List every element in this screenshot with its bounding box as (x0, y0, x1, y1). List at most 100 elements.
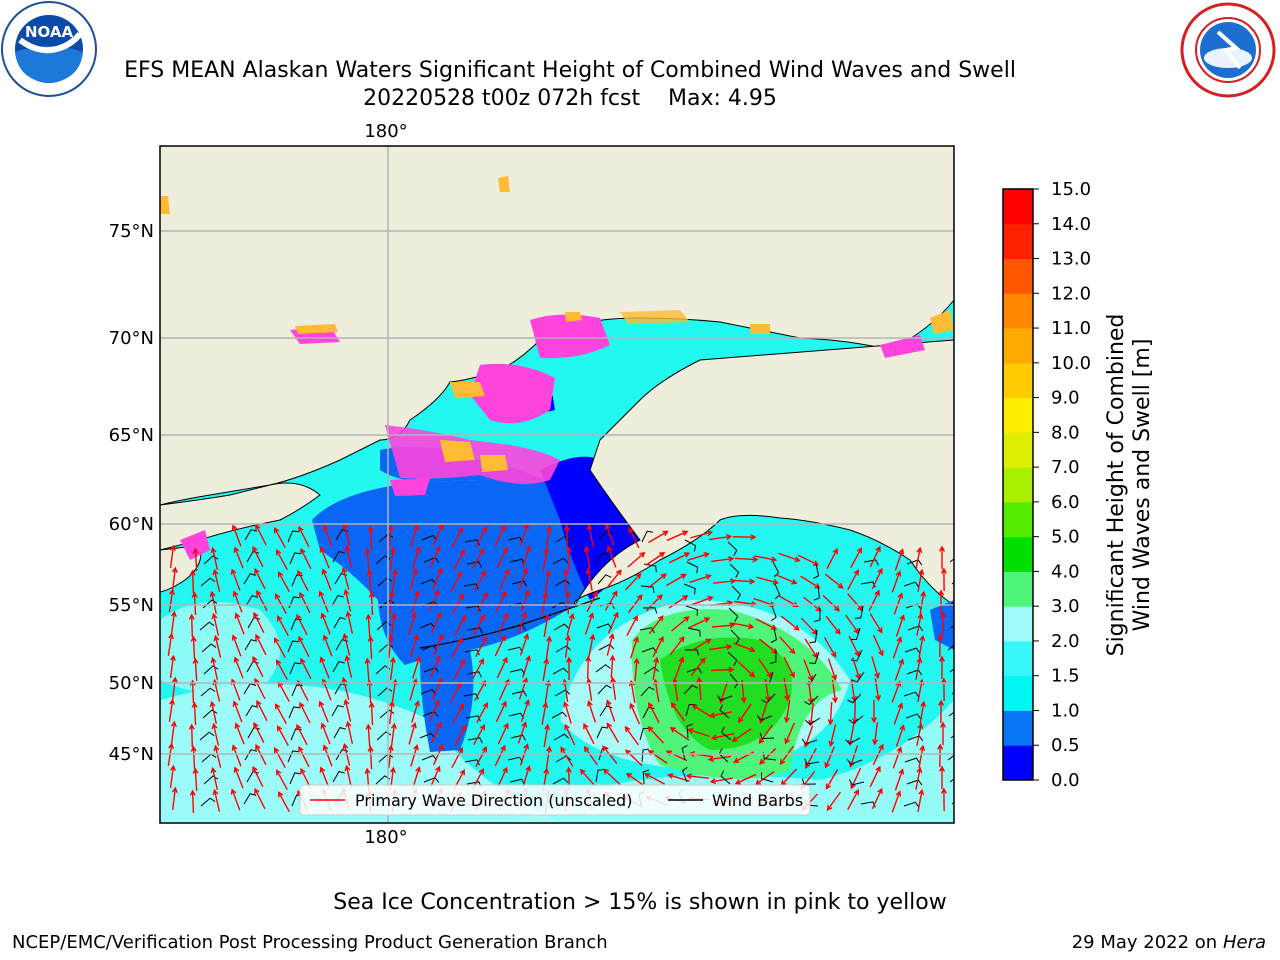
wave-direction-arrow (895, 614, 906, 637)
wave-direction-arrow (412, 656, 421, 679)
colorbar-segment (1003, 606, 1033, 642)
wave-direction-arrow (170, 610, 177, 634)
colorbar-segment (1003, 745, 1033, 781)
wind-barb (464, 649, 480, 656)
wave-direction-arrow (231, 634, 242, 657)
wind-barb (464, 759, 480, 766)
wave-direction-arrow (388, 700, 395, 725)
wind-barb (245, 705, 259, 717)
wave-direction-arrow (191, 701, 198, 726)
wave-direction-arrow (588, 633, 596, 657)
wave-direction-arrow (472, 658, 484, 680)
wave-direction-arrow (775, 574, 798, 585)
wind-barb (640, 585, 655, 593)
wave-direction-arrow (366, 679, 373, 704)
wave-direction-arrow (320, 612, 331, 635)
lat-label: 75°N (109, 221, 154, 242)
wave-direction-arrow (190, 745, 197, 770)
wave-direction-arrow (211, 612, 220, 636)
wind-barb (641, 530, 654, 543)
colorbar-ticks: 0.0 0.5 1.0 1.5 2.0 3.0 4.0 5.0 6.0 7.0 8.0 9.0 10.0… (1033, 179, 1091, 791)
wave-direction-arrow (602, 745, 618, 765)
wind-barb (245, 595, 259, 607)
wave-direction-arrow (891, 570, 902, 593)
wind-barb (686, 561, 699, 574)
wave-direction-arrow (629, 636, 639, 659)
legend-wind-barbs: Wind Barbs (712, 791, 803, 810)
wave-direction-arrow (583, 722, 595, 745)
wave-direction-arrow (190, 635, 197, 660)
wind-barb (419, 622, 436, 629)
wave-direction-arrow (691, 638, 712, 652)
wave-direction-arrow (826, 791, 842, 812)
wave-direction-arrow (232, 590, 243, 613)
wave-direction-arrow (210, 766, 219, 790)
wind-barb (244, 749, 258, 761)
colorbar-tick-label: 11.0 (1051, 318, 1091, 339)
colorbar-tick-label: 9.0 (1051, 388, 1080, 409)
wave-direction-arrow (669, 727, 690, 741)
wind-barb (716, 694, 733, 701)
wave-direction-arrow (690, 657, 706, 677)
colorbar-tick-label: 4.0 (1051, 561, 1080, 582)
wave-direction-arrow (255, 743, 267, 766)
credit-right: 29 May 2022 on Hera (1072, 932, 1266, 953)
wind-barb (199, 731, 215, 741)
colorbar-segment (1003, 293, 1033, 329)
wind-barb (597, 574, 612, 585)
wave-direction-arrow (191, 591, 198, 616)
colorbar-tick-label: 3.0 (1051, 596, 1080, 617)
wave-direction-arrow (606, 569, 622, 589)
wave-direction-arrow (389, 656, 396, 681)
wave-direction-arrow (583, 545, 591, 569)
wind-barb (331, 594, 344, 607)
colorbar-segment (1003, 571, 1033, 607)
wind-barb (642, 769, 650, 785)
wave-direction-arrow (231, 744, 242, 767)
wave-direction-arrow (476, 702, 488, 724)
wave-direction-arrow (429, 589, 440, 612)
wave-direction-arrow (892, 746, 903, 769)
wave-direction-arrow (345, 610, 354, 634)
wind-barb (683, 684, 698, 695)
wave-direction-arrow (566, 612, 575, 636)
wave-direction-arrow (823, 637, 837, 658)
wave-direction-arrow (915, 656, 923, 680)
wave-direction-arrow (189, 569, 196, 594)
wave-direction-arrow (390, 612, 397, 636)
wave-direction-arrow (731, 578, 756, 585)
colorbar-segment (1003, 397, 1033, 433)
wind-barb (466, 561, 482, 568)
wind-barb (243, 793, 257, 805)
wave-direction-arrow (387, 524, 394, 549)
wave-direction-arrow (341, 676, 350, 700)
wind-barb (420, 688, 437, 695)
wave-direction-arrow (625, 772, 646, 787)
wave-direction-arrow (171, 786, 178, 811)
wave-direction-arrow (802, 596, 822, 612)
wind-barb (729, 563, 740, 578)
wave-direction-arrow (668, 595, 689, 609)
wave-direction-arrow (624, 572, 642, 591)
wave-direction-arrow (366, 569, 373, 594)
credit-date: 29 May 2022 on (1071, 932, 1218, 953)
wave-direction-arrow (189, 789, 196, 814)
wave-direction-arrow (939, 721, 946, 746)
wave-direction-arrow (800, 575, 821, 589)
wind-barb (949, 668, 954, 673)
colorbar-segment (1003, 675, 1033, 711)
wave-direction-arrow (780, 615, 800, 631)
wave-direction-arrow (687, 728, 710, 738)
wind-barb (720, 770, 731, 785)
wave-direction-arrow (827, 658, 838, 681)
wave-direction-arrow (389, 546, 396, 571)
wave-direction-arrow (671, 616, 690, 632)
wave-direction-arrow (691, 595, 714, 606)
wave-direction-arrow (778, 552, 801, 563)
wind-barb (727, 651, 738, 666)
wind-barb (464, 539, 480, 546)
wave-direction-arrow (731, 728, 752, 743)
wave-direction-arrow (518, 567, 529, 590)
wave-direction-arrow (604, 590, 618, 611)
wave-direction-arrow (916, 612, 924, 636)
